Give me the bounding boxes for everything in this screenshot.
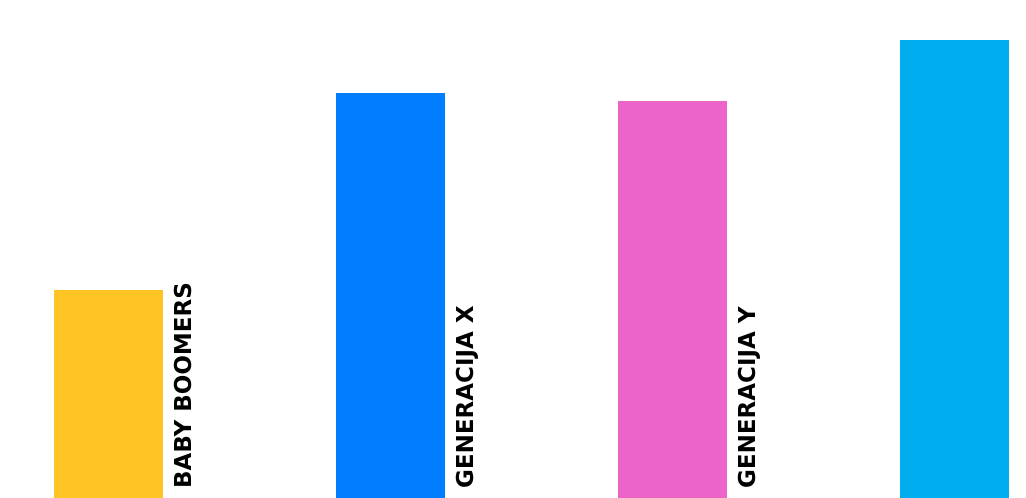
labels-group: BABY BOOMERS GENERACIJA X GENERACIJA Y bbox=[171, 282, 761, 488]
bar-3 bbox=[618, 101, 727, 498]
bars-group bbox=[54, 40, 1009, 498]
bar-2 bbox=[336, 93, 445, 498]
bar-1 bbox=[54, 290, 163, 498]
bar-label-3: GENERACIJA Y bbox=[735, 306, 761, 488]
bar-label-1: BABY BOOMERS bbox=[171, 282, 197, 488]
bar-4 bbox=[900, 40, 1009, 498]
bar-label-2: GENERACIJA X bbox=[453, 305, 479, 488]
